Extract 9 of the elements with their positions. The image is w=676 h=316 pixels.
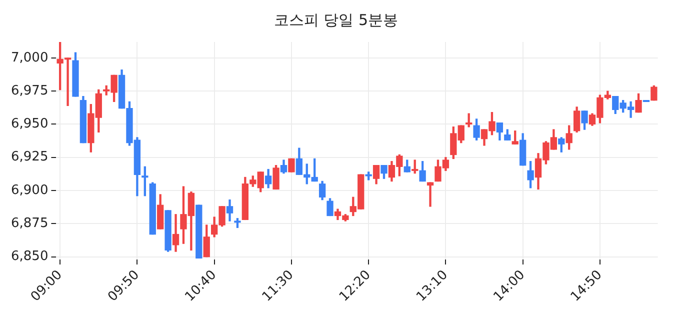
candlestick — [426, 182, 434, 207]
y-tick-label: 6,900 — [11, 182, 48, 198]
y-tick-label: 6,850 — [11, 249, 48, 264]
chart-title: 코스피 당일 5분봉 — [274, 10, 398, 29]
y-tick-label: 6,875 — [11, 216, 48, 232]
y-tick-label: 6,925 — [11, 150, 48, 165]
y-tick-label: 6,975 — [11, 83, 48, 98]
y-tick-label: 6,950 — [11, 116, 48, 132]
y-tick-label: 7,000 — [11, 50, 48, 66]
